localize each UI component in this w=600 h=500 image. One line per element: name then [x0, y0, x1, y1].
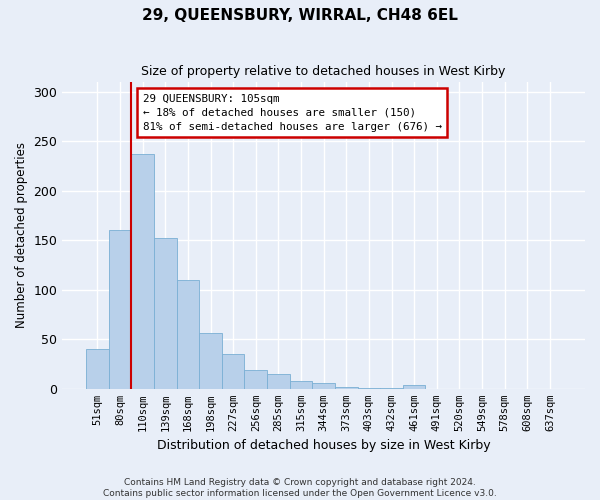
Bar: [335, 387, 358, 389]
Bar: [403, 385, 425, 389]
Bar: [222, 354, 244, 389]
X-axis label: Distribution of detached houses by size in West Kirby: Distribution of detached houses by size …: [157, 440, 490, 452]
Bar: [86, 349, 109, 389]
Text: 29 QUEENSBURY: 105sqm
← 18% of detached houses are smaller (150)
81% of semi-det: 29 QUEENSBURY: 105sqm ← 18% of detached …: [143, 94, 442, 132]
Y-axis label: Number of detached properties: Number of detached properties: [15, 142, 28, 328]
Text: 29, QUEENSBURY, WIRRAL, CH48 6EL: 29, QUEENSBURY, WIRRAL, CH48 6EL: [142, 8, 458, 22]
Bar: [176, 280, 199, 389]
Bar: [109, 230, 131, 389]
Bar: [199, 334, 222, 389]
Bar: [244, 370, 267, 389]
Text: Contains HM Land Registry data © Crown copyright and database right 2024.
Contai: Contains HM Land Registry data © Crown c…: [103, 478, 497, 498]
Title: Size of property relative to detached houses in West Kirby: Size of property relative to detached ho…: [142, 65, 506, 78]
Bar: [313, 383, 335, 389]
Bar: [154, 238, 176, 389]
Bar: [131, 154, 154, 389]
Bar: [267, 374, 290, 389]
Bar: [380, 388, 403, 389]
Bar: [290, 381, 313, 389]
Bar: [358, 388, 380, 389]
